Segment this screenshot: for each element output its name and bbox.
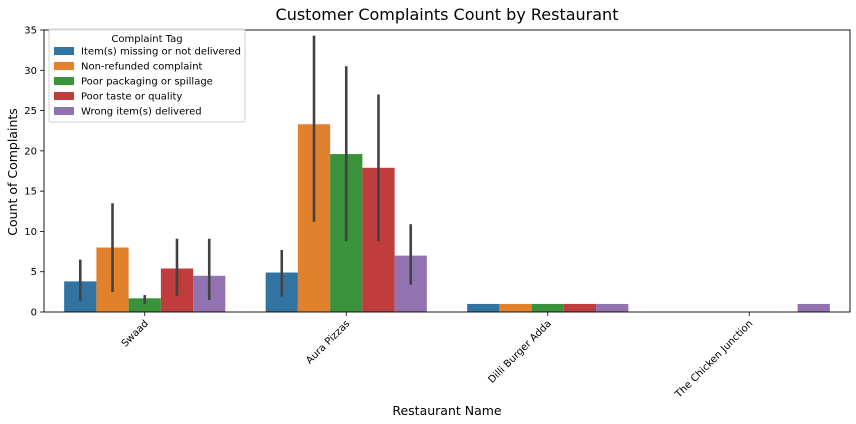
y-axis: 0 5 10 15 20 25 30 35 bbox=[24, 26, 44, 319]
legend-title: Complaint Tag bbox=[111, 34, 182, 45]
x-axis: Swaad Aura Pizzas Dilli Burger Adda The Chi… bbox=[120, 312, 756, 401]
y-tick-label: 5 bbox=[31, 267, 37, 278]
x-tick-label: Dilli Burger Adda bbox=[486, 318, 553, 385]
y-tick-label: 35 bbox=[24, 26, 37, 37]
legend-swatch bbox=[54, 62, 74, 70]
legend: Complaint Tag Item(s) missing or not del… bbox=[48, 28, 246, 123]
legend-label: Non-refunded complaint bbox=[81, 62, 203, 73]
bar-3-4 bbox=[797, 303, 830, 312]
x-tick-label: Aura Pizzas bbox=[304, 318, 352, 366]
plot-frame bbox=[43, 29, 851, 313]
legend-label: Item(s) missing or not delivered bbox=[81, 47, 241, 58]
legend-swatch bbox=[54, 92, 74, 100]
y-tick-label: 15 bbox=[24, 187, 37, 198]
bar-2-3 bbox=[563, 303, 597, 312]
x-axis-label: Restaurant Name bbox=[392, 403, 502, 418]
legend-swatch bbox=[54, 77, 74, 85]
plot-area bbox=[64, 35, 830, 312]
bar-2-2 bbox=[531, 303, 564, 312]
x-tick-label: Swaad bbox=[120, 318, 151, 349]
legend-swatch bbox=[54, 107, 74, 115]
y-tick-label: 25 bbox=[24, 106, 37, 117]
y-tick-label: 0 bbox=[31, 308, 37, 319]
legend-items: Item(s) missing or not delivered Non-refu… bbox=[54, 47, 241, 118]
bar-2-0 bbox=[467, 303, 500, 312]
y-tick-label: 30 bbox=[24, 66, 37, 77]
y-tick-label: 10 bbox=[24, 227, 37, 238]
legend-swatch bbox=[54, 47, 74, 55]
legend-label: Poor packaging or spillage bbox=[81, 77, 213, 88]
legend-label: Wrong item(s) delivered bbox=[81, 107, 202, 118]
bar-0-2 bbox=[128, 298, 161, 312]
y-tick-label: 20 bbox=[24, 146, 37, 157]
bar-2-1 bbox=[499, 303, 532, 312]
legend-label: Poor taste or quality bbox=[81, 92, 182, 103]
x-tick-label: The Chicken Junction bbox=[673, 318, 756, 401]
chart-title: Customer Complaints Count by Restaurant bbox=[276, 5, 619, 24]
y-axis-label: Count of Complaints bbox=[5, 108, 20, 236]
legend-box bbox=[48, 28, 246, 123]
bar-2-4 bbox=[596, 303, 629, 312]
